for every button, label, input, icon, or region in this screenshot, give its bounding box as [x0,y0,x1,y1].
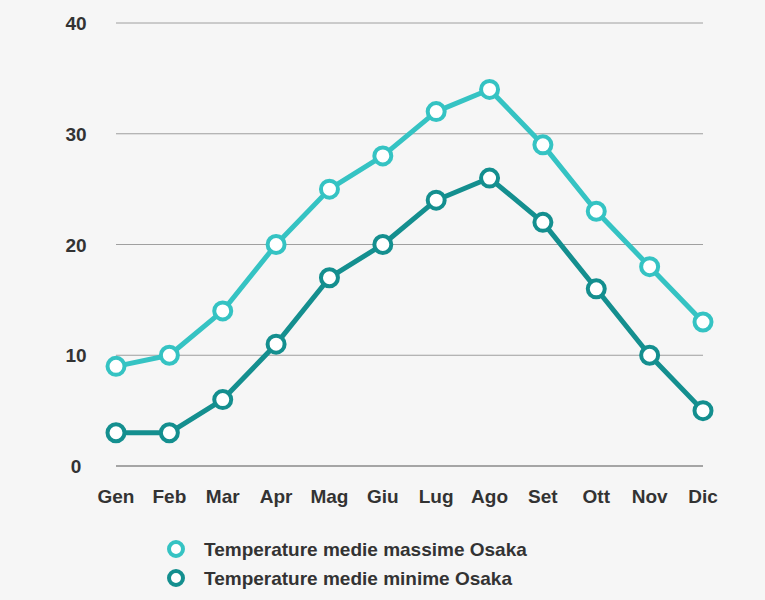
point [641,258,658,275]
point [534,214,551,231]
grid [116,23,703,466]
point [695,314,712,331]
y-tick-label: 0 [71,456,82,477]
point [428,192,445,209]
grid-line [116,244,703,245]
series-line [116,89,703,366]
grid-line [116,355,703,356]
legend-label: Temperature medie massime Osaka [204,539,527,560]
point [534,136,551,153]
legend-label: Temperature medie minime Osaka [204,568,512,589]
point [161,424,178,441]
point [588,203,605,220]
x-tick-label: Mar [206,486,240,507]
x-tick-label: Ago [471,486,508,507]
point [214,391,231,408]
legend-marker [169,542,183,556]
x-tick-label: Dic [688,486,718,507]
point [428,103,445,120]
grid-line [116,465,703,466]
x-tick-label: Gen [98,486,135,507]
point [214,302,231,319]
point [481,170,498,187]
point [695,402,712,419]
x-tick-label: Apr [260,486,293,507]
point [108,358,125,375]
y-tick-label: 40 [65,13,86,34]
point [161,347,178,364]
x-tick-label: Set [528,486,558,507]
point [321,269,338,286]
chart: 0 10 20 30 40 Gen Feb Mar Apr Mag Giu Lug Ago Set Ott N… [0,0,765,600]
x-tick-label: Mag [310,486,348,507]
point [588,280,605,297]
x-tick-label: Ott [583,486,611,507]
x-tick-label: Lug [419,486,454,507]
point [374,147,391,164]
grid-line [116,23,703,24]
point [374,236,391,253]
y-tick-label: 10 [65,345,86,366]
x-tick-label: Nov [632,486,668,507]
y-tick-label: 20 [65,235,86,256]
legend: Temperature medie massime Osaka Temperatu… [169,539,527,589]
marks [108,81,712,441]
x-tick-label: Feb [152,486,186,507]
point [108,424,125,441]
point [641,347,658,364]
point [268,336,285,353]
point [321,181,338,198]
y-tick-label: 30 [65,124,86,145]
point [268,236,285,253]
series-line [116,178,703,433]
legend-marker [169,571,183,585]
point [481,81,498,98]
x-tick-label: Giu [367,486,399,507]
